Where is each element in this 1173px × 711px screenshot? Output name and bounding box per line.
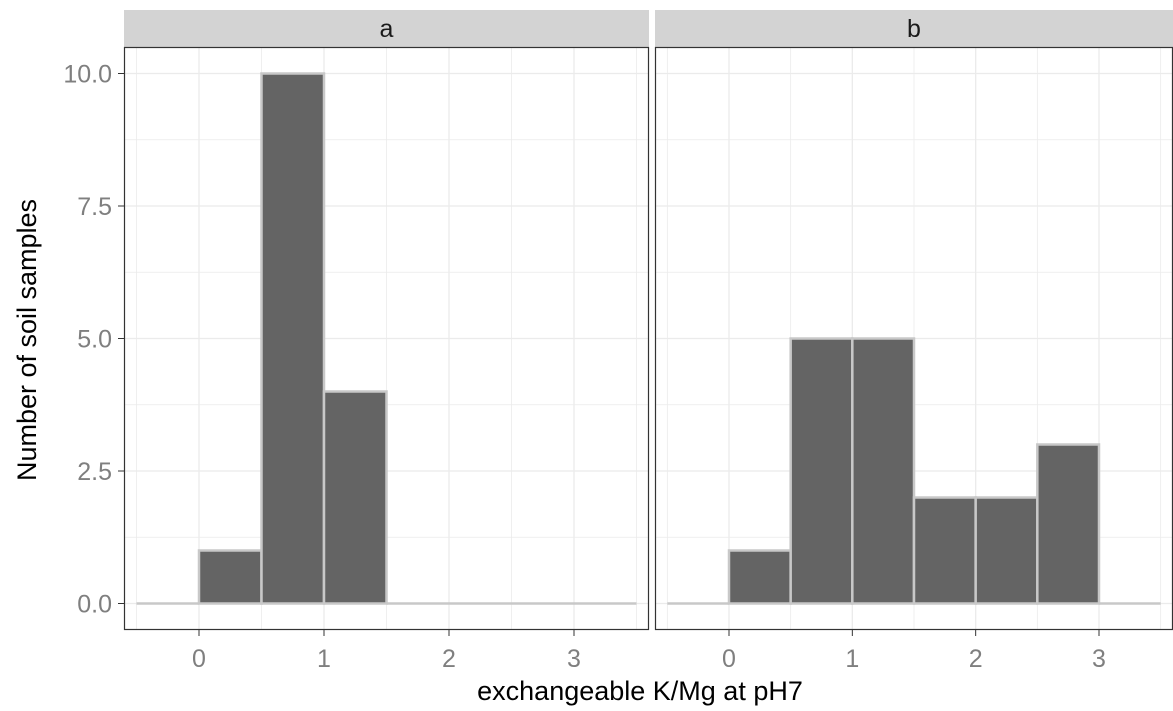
facet-strip <box>655 10 1173 47</box>
histogram-bar <box>851 337 916 605</box>
panel-border <box>123 46 650 631</box>
panel-a: a 0 1 2 3 <box>123 10 650 673</box>
x-tick-label: 2 <box>969 645 983 673</box>
histogram-bar <box>1036 443 1101 605</box>
y-tick-label: 2.5 <box>77 458 112 486</box>
facet-label: b <box>907 15 921 43</box>
x-tick-label: 1 <box>317 645 331 673</box>
histogram-bar <box>260 72 326 605</box>
x-axis-title: exchangeable K/Mg at pH7 <box>477 676 803 706</box>
x-tick-label: 0 <box>722 645 736 673</box>
histogram-bar <box>974 496 1039 605</box>
facet-label: a <box>380 15 394 43</box>
facet-strip <box>124 10 649 47</box>
histogram-bar <box>322 390 388 605</box>
y-tick-label: 10.0 <box>63 61 112 89</box>
histogram-bar <box>912 496 977 605</box>
panel-b: b 0 1 2 3 <box>654 10 1173 673</box>
histogram-bar <box>197 549 263 605</box>
x-tick-label: 0 <box>192 645 206 673</box>
y-tick-label: 5.0 <box>77 326 112 354</box>
histogram-bar <box>727 549 792 605</box>
y-axis-title: Number of soil samples <box>12 199 42 481</box>
y-tick-label: 7.5 <box>77 193 112 221</box>
x-tick-label: 2 <box>442 645 456 673</box>
x-tick-label: 1 <box>845 645 859 673</box>
x-tick-label: 3 <box>1092 645 1106 673</box>
y-tick-label: 0.0 <box>77 591 112 619</box>
histogram-bar <box>789 337 854 605</box>
x-tick-label: 3 <box>567 645 581 673</box>
